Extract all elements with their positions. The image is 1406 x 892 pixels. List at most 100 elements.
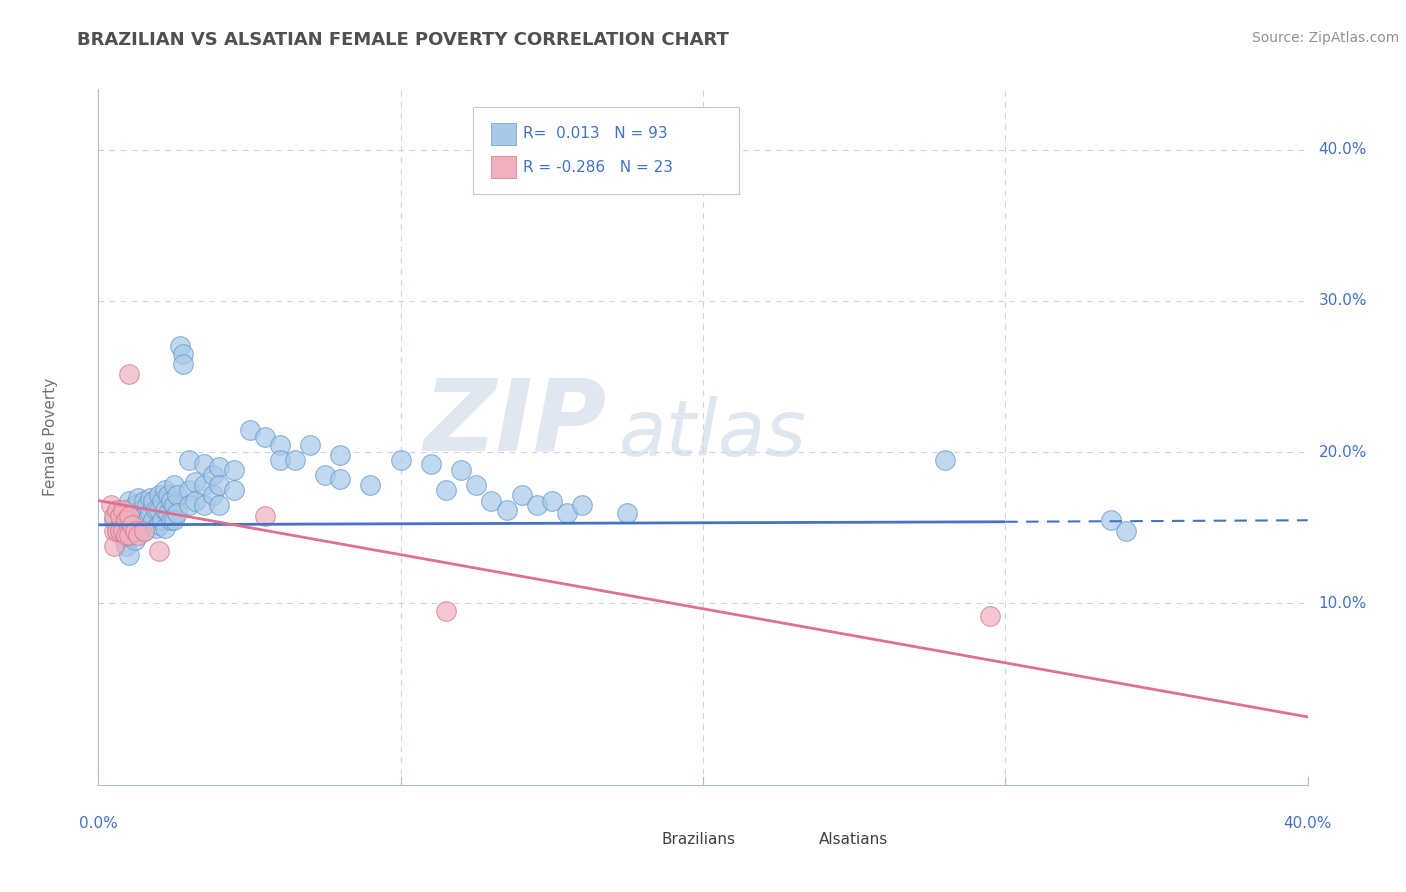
Text: Female Poverty: Female Poverty (42, 378, 58, 496)
Point (121, 517, 143, 532)
Text: ZIP: ZIP (423, 375, 606, 472)
Point (360, 478, 382, 492)
Point (495, 502, 517, 516)
Text: Source: ZipAtlas.com: Source: ZipAtlas.com (1251, 31, 1399, 45)
Point (1099, 513, 1122, 527)
FancyBboxPatch shape (492, 156, 516, 178)
Point (153, 483, 176, 497)
Text: 10.0%: 10.0% (1319, 596, 1367, 611)
Point (111, 508, 134, 523)
Point (127, 508, 149, 523)
Point (450, 463, 472, 477)
Point (118, 548, 141, 562)
Point (148, 487, 170, 501)
Point (555, 506, 578, 520)
FancyBboxPatch shape (492, 122, 516, 145)
Text: 0.0%: 0.0% (79, 815, 118, 830)
Point (179, 483, 201, 497)
Point (253, 508, 276, 523)
Point (160, 513, 183, 527)
Point (184, 475, 207, 490)
Point (269, 437, 291, 451)
Point (1115, 524, 1137, 538)
Point (163, 513, 186, 527)
Point (124, 524, 146, 538)
Point (142, 513, 165, 527)
Point (299, 437, 322, 451)
Point (166, 506, 188, 520)
Point (465, 478, 488, 492)
Point (121, 524, 143, 538)
Point (150, 493, 173, 508)
Text: 20.0%: 20.0% (1319, 445, 1367, 459)
Point (153, 521, 176, 535)
Point (434, 604, 457, 618)
Point (540, 493, 562, 508)
Point (127, 524, 149, 538)
Point (127, 528, 149, 542)
Point (132, 508, 155, 523)
Point (114, 513, 136, 527)
Point (118, 367, 141, 381)
Point (526, 498, 548, 512)
Point (224, 463, 246, 477)
Point (103, 539, 125, 553)
Point (166, 487, 188, 501)
Point (616, 506, 638, 520)
Point (153, 502, 176, 516)
Point (179, 498, 201, 512)
Point (172, 347, 194, 361)
Point (124, 513, 146, 527)
Point (118, 513, 141, 527)
Point (510, 487, 533, 501)
Point (148, 502, 170, 516)
Point (135, 513, 157, 527)
Point (163, 498, 186, 512)
Point (132, 493, 155, 508)
Text: 30.0%: 30.0% (1319, 293, 1367, 309)
Point (184, 493, 207, 508)
Point (145, 521, 167, 535)
Point (121, 506, 143, 520)
Point (127, 491, 149, 505)
Point (100, 498, 122, 512)
Point (148, 517, 170, 532)
Point (124, 498, 146, 512)
Point (269, 452, 291, 467)
Point (150, 513, 173, 527)
Point (329, 472, 352, 486)
Point (314, 467, 336, 482)
FancyBboxPatch shape (474, 106, 740, 194)
Text: 40.0%: 40.0% (1319, 142, 1367, 157)
Point (103, 508, 125, 523)
Point (111, 530, 134, 544)
Point (148, 543, 170, 558)
Point (105, 524, 128, 538)
Point (179, 452, 201, 467)
Point (108, 524, 131, 538)
Point (129, 517, 152, 532)
Point (163, 478, 186, 492)
Point (172, 358, 194, 372)
Point (284, 452, 307, 467)
Point (156, 506, 179, 520)
Point (135, 498, 157, 512)
Point (108, 508, 131, 523)
Point (208, 478, 231, 492)
Point (239, 423, 262, 437)
Point (111, 502, 134, 516)
Point (118, 528, 141, 542)
Point (118, 508, 141, 523)
Text: R=  0.013   N = 93: R= 0.013 N = 93 (523, 127, 668, 141)
Point (108, 517, 131, 532)
Text: Alsatians: Alsatians (820, 832, 889, 847)
Point (481, 493, 503, 508)
FancyBboxPatch shape (787, 830, 811, 849)
Text: R = -0.286   N = 23: R = -0.286 N = 23 (523, 160, 673, 175)
Point (934, 452, 956, 467)
Point (202, 467, 225, 482)
Point (389, 452, 412, 467)
Point (105, 502, 128, 516)
Text: BRAZILIAN VS ALSATIAN FEMALE POVERTY CORRELATION CHART: BRAZILIAN VS ALSATIAN FEMALE POVERTY COR… (77, 31, 730, 49)
Point (571, 498, 593, 512)
